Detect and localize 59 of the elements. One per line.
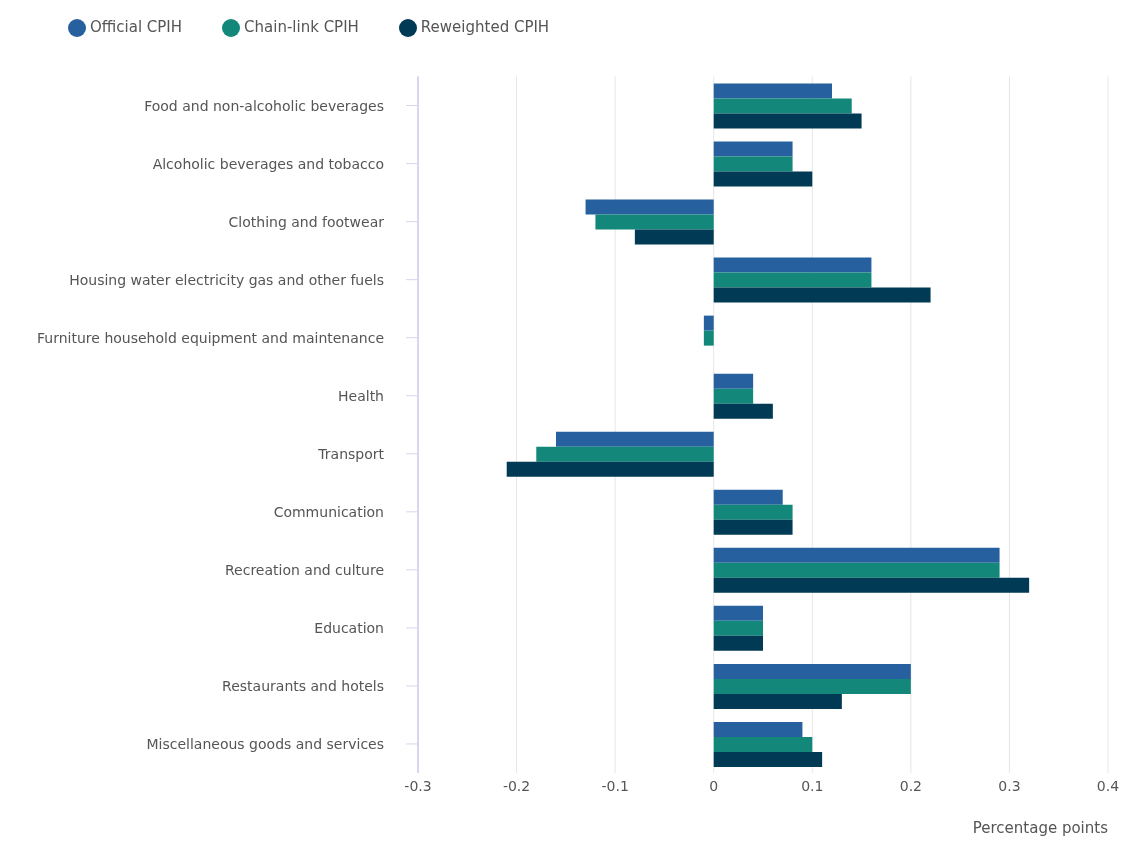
bar xyxy=(713,519,793,535)
bar xyxy=(536,446,714,462)
bar xyxy=(713,388,754,404)
bar xyxy=(703,330,714,346)
bar xyxy=(595,214,714,230)
bar xyxy=(713,287,931,303)
y-tick-label: Transport xyxy=(317,445,385,462)
bar xyxy=(713,605,763,621)
x-tick-label: 0.1 xyxy=(801,777,824,794)
bar xyxy=(556,431,714,447)
x-tick-label: 0 xyxy=(709,777,719,794)
bar xyxy=(713,721,803,737)
bar xyxy=(713,171,813,187)
bar xyxy=(713,562,1000,578)
y-tick-label: Health xyxy=(338,387,384,404)
bar xyxy=(713,156,793,172)
x-tick-label: 0.3 xyxy=(998,777,1021,794)
bar xyxy=(713,736,813,752)
bar xyxy=(506,461,714,477)
y-tick-label: Recreation and culture xyxy=(225,561,384,578)
bar xyxy=(713,693,842,709)
y-tick-label: Restaurants and hotels xyxy=(222,677,384,694)
bar xyxy=(713,663,911,679)
y-tick-label: Miscellaneous goods and services xyxy=(146,735,384,752)
y-tick-label: Clothing and footwear xyxy=(228,213,385,230)
x-tick-label: -0.1 xyxy=(601,777,629,794)
y-tick-label: Food and non-alcoholic beverages xyxy=(144,97,384,114)
bar xyxy=(713,504,793,520)
legend-label: Reweighted CPIH xyxy=(420,18,550,36)
bar xyxy=(713,635,763,651)
y-tick-label: Furniture household equipment and maintenance xyxy=(37,329,384,346)
bar xyxy=(713,577,1030,593)
bar xyxy=(634,229,714,245)
y-tick-label: Alcoholic beverages and tobacco xyxy=(152,155,384,172)
bar xyxy=(713,98,852,114)
legend-label: Chain-link CPIH xyxy=(244,18,359,36)
x-tick-label: -0.2 xyxy=(502,777,531,794)
bar xyxy=(713,678,911,694)
legend-label: Official CPIH xyxy=(90,18,183,36)
bar xyxy=(713,113,862,129)
y-tick-label: Housing water electricity gas and other fuels xyxy=(69,271,384,288)
bar xyxy=(713,83,832,99)
bar xyxy=(713,403,773,419)
bar xyxy=(713,141,793,157)
x-tick-label: 0.2 xyxy=(899,777,922,794)
bar xyxy=(703,315,714,331)
bar xyxy=(713,373,754,389)
bar xyxy=(713,751,823,767)
bar xyxy=(585,199,714,215)
y-tick-label: Education xyxy=(314,619,384,636)
x-axis-title: Percentage points xyxy=(972,819,1109,837)
y-tick-label: Communication xyxy=(273,503,384,520)
bar xyxy=(713,272,872,288)
bar xyxy=(713,620,763,636)
x-tick-label: -0.3 xyxy=(404,777,432,794)
bar xyxy=(713,489,783,505)
bar xyxy=(713,547,1000,563)
bar xyxy=(713,257,872,273)
x-tick-label: 0.4 xyxy=(1096,777,1120,794)
